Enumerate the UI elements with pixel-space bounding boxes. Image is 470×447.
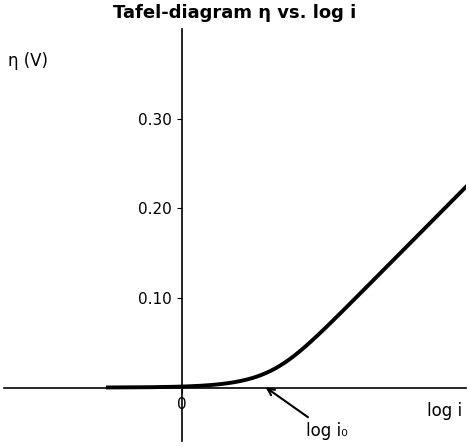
Text: η (V): η (V) — [8, 52, 48, 70]
Text: log i₀: log i₀ — [267, 389, 348, 439]
Title: Tafel-diagram η vs. log i: Tafel-diagram η vs. log i — [113, 4, 357, 22]
Text: log i: log i — [427, 402, 462, 420]
